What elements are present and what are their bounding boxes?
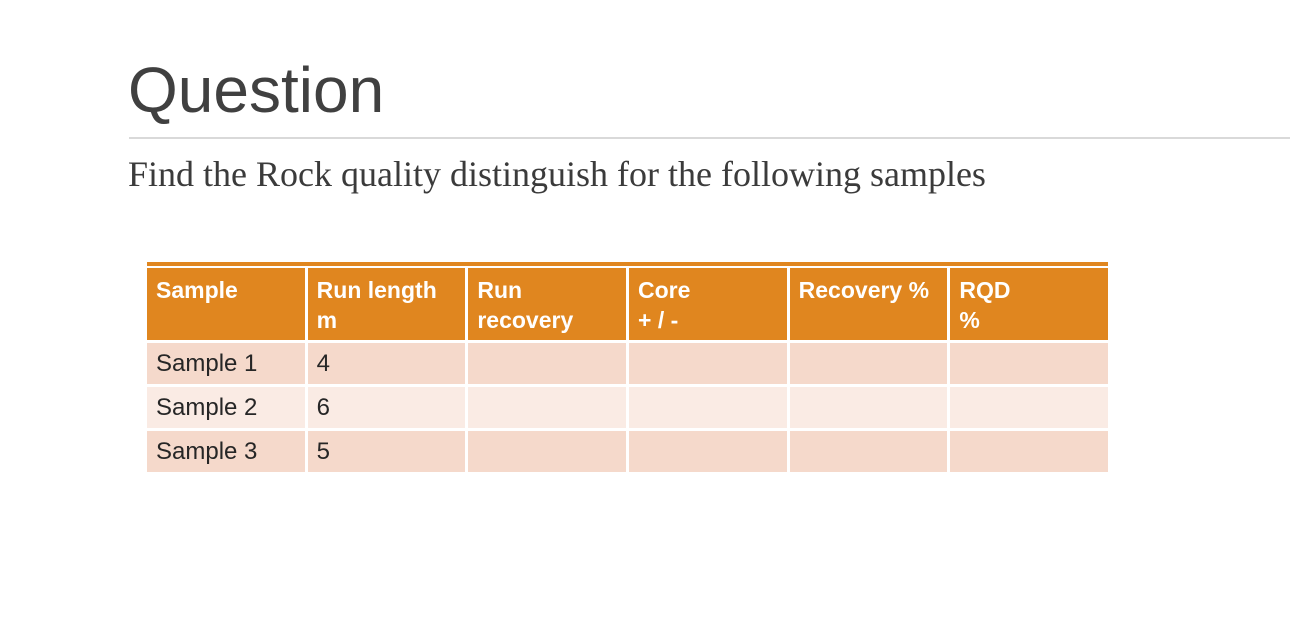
header-label-line2: + / - <box>638 307 679 333</box>
header-cell-core: Core + / - <box>629 268 787 340</box>
cell-rqd <box>950 431 1108 472</box>
cell-sample-name: Sample 3 <box>147 431 305 472</box>
cell-run-recovery <box>468 387 626 428</box>
header-cell-rqd: RQD % <box>950 268 1108 340</box>
table-header-row: Sample Run length m Run recovery Core + … <box>147 268 1108 340</box>
header-cell-recovery-pct: Recovery % <box>789 268 948 340</box>
header-label-line2: recovery <box>477 307 574 333</box>
cell-sample-name: Sample 2 <box>147 387 305 428</box>
header-label: Recovery % <box>798 277 930 303</box>
cell-run-length: 6 <box>307 387 466 428</box>
header-label-line2: m <box>316 307 338 333</box>
header-label: Sample <box>156 277 238 303</box>
cell-run-length: 4 <box>307 343 466 384</box>
table-top-border <box>147 262 1108 266</box>
cell-recovery-pct <box>789 343 948 384</box>
cell-rqd <box>950 343 1108 384</box>
cell-recovery-pct <box>789 387 948 428</box>
table-row: Sample 3 5 <box>147 431 1108 472</box>
cell-recovery-pct <box>789 431 948 472</box>
samples-table: Sample Run length m Run recovery Core + … <box>147 262 1108 475</box>
header-label: Core <box>638 277 691 303</box>
header-cell-sample: Sample <box>147 268 305 340</box>
header-label: RQD <box>959 277 1011 303</box>
table-row: Sample 1 4 <box>147 343 1108 384</box>
header-label: Run <box>477 277 523 303</box>
header-label-line2: % <box>959 307 980 333</box>
header-cell-run-length: Run length m <box>307 268 466 340</box>
cell-rqd <box>950 387 1108 428</box>
question-text: Find the Rock quality distinguish for th… <box>128 154 986 194</box>
cell-core <box>629 431 787 472</box>
cell-sample-name: Sample 1 <box>147 343 305 384</box>
header-cell-run-recovery: Run recovery <box>468 268 626 340</box>
cell-core <box>629 387 787 428</box>
header-label: Run length <box>316 277 437 303</box>
cell-run-length: 5 <box>307 431 466 472</box>
title-divider <box>129 137 1290 139</box>
cell-run-recovery <box>468 431 626 472</box>
cell-core <box>629 343 787 384</box>
cell-run-recovery <box>468 343 626 384</box>
table-row: Sample 2 6 <box>147 387 1108 428</box>
slide-title: Question <box>128 54 385 126</box>
